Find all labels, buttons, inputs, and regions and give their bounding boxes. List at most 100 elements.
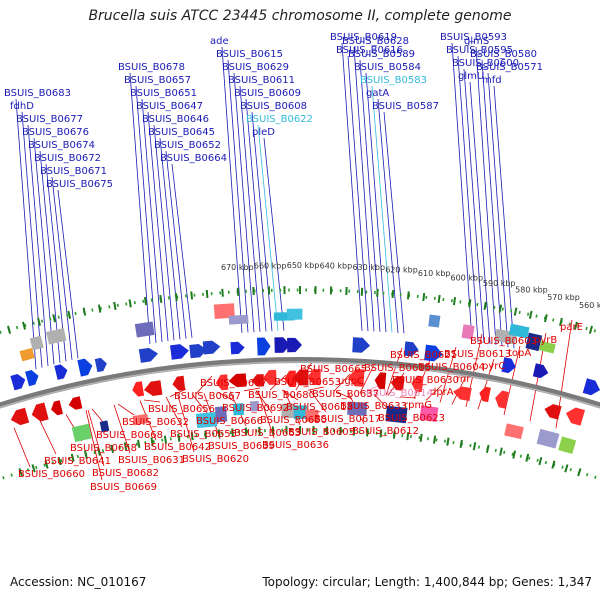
gene-feature-block: [525, 332, 543, 352]
gene-features: [10, 303, 600, 454]
leader-line: [227, 59, 249, 333]
reverse-gene-label: ugpC: [338, 376, 364, 387]
reverse-gene-arrow: [453, 386, 472, 401]
leader-line: [217, 391, 235, 402]
major-tick: [159, 294, 163, 304]
leader-line: [469, 81, 491, 344]
leader-line: [439, 346, 457, 403]
gene-feature-block: [286, 308, 303, 320]
major-tick: [70, 453, 75, 462]
forward-gene-label: BSUIS_B0584: [354, 62, 421, 73]
reverse-gene-arrow: [307, 369, 321, 386]
forward-gene-arrow: [189, 344, 208, 359]
topology-summary: Topology: circular; Length: 1,400,844 bp…: [262, 575, 592, 589]
leader-line: [269, 374, 287, 391]
leader-line: [333, 373, 351, 392]
reverse-gene-arrow: [374, 372, 387, 390]
forward-gene-labels: BSUIS_B0683 fdhD BSUIS_B0677 BSUIS_B0676 BSU…: [4, 32, 543, 190]
gene-feature-block: [213, 303, 235, 319]
forward-gene-label: BSUIS_B0677: [16, 114, 83, 125]
leader-line: [243, 387, 261, 392]
leader-line: [39, 150, 61, 363]
major-tick: [564, 464, 569, 473]
reverse-gene-label: BSUIS_B0667: [174, 391, 241, 402]
major-tick: [538, 456, 543, 466]
forward-gene-arrow: [424, 344, 443, 362]
leader-line: [359, 360, 377, 394]
major-tick: [177, 433, 181, 442]
major-tick: [217, 429, 221, 438]
reverse-gene-arrow: [144, 380, 163, 397]
reverse-gene-label: BSUIS_B0658: [70, 443, 137, 454]
reverse-gene-label: BSUIS_B0618: [286, 402, 353, 413]
leader-line: [15, 98, 37, 370]
leader-line: [87, 409, 105, 467]
forward-gene-label: BSUIS_B0619: [330, 32, 397, 43]
leader-line: [153, 124, 175, 341]
leader-line: [457, 55, 479, 343]
major-tick: [588, 325, 593, 334]
reverse-gene-label: pyrB: [534, 335, 557, 346]
chromosome-backbone: [0, 357, 600, 409]
reverse-gene-label: BSUIS_B0632: [122, 417, 189, 428]
leader-line: [221, 46, 243, 333]
leader-line: [147, 111, 169, 342]
gene-feature-block: [504, 423, 524, 440]
major-tick: [57, 456, 62, 466]
leader-line: [361, 385, 379, 394]
reverse-gene-label: BSUIS_B0663: [234, 428, 301, 439]
forward-gene-label: glmU: [458, 71, 484, 82]
major-tick: [551, 460, 556, 469]
reverse-gene-label: BSUIS_B0692: [222, 403, 289, 414]
gene-feature-block: [232, 403, 245, 416]
forward-gene-arrow: [532, 363, 549, 379]
major-tick: [392, 430, 396, 439]
major-tick: [174, 292, 178, 302]
forward-gene-arrow: [170, 344, 189, 360]
major-tick: [472, 442, 477, 451]
leader-line: [129, 72, 151, 344]
major-tick: [483, 301, 487, 311]
reverse-gene-label: BSUIS_B0666: [196, 416, 263, 427]
major-tick: [110, 444, 115, 453]
reverse-gene-arrow: [251, 374, 265, 387]
forward-gene-arrow: [352, 337, 371, 353]
leader-line: [143, 399, 161, 403]
forward-gene-arrow: [403, 341, 419, 357]
major-tick: [433, 435, 437, 444]
leader-line: [27, 124, 49, 367]
leader-line: [135, 85, 157, 343]
leader-line: [13, 427, 31, 468]
reverse-gene-label: BSUIS_B0655: [170, 429, 237, 440]
kbp-label: 670 kbp: [221, 263, 254, 272]
forward-gene-label: BSUIS_B0593: [440, 32, 507, 43]
forward-gene-label: BSUIS_B0678: [118, 62, 185, 73]
leader-line: [385, 347, 403, 396]
reverse-gene-label: BSUIS_B0633: [340, 401, 407, 412]
forward-gene-arrow: [77, 358, 93, 377]
reverse-gene-label: BSUIS_B0668: [96, 430, 163, 441]
kbp-label: 590 kbp: [483, 279, 516, 288]
reverse-gene-label: BSUIS_B0612: [352, 426, 419, 437]
major-tick: [97, 447, 101, 456]
major-tick: [512, 450, 517, 459]
leader-line: [165, 150, 187, 339]
reverse-gene-arrow: [215, 374, 229, 391]
reverse-gene-arrow: [263, 369, 277, 385]
major-tick: [82, 307, 87, 316]
kbp-label: 600 kbp: [450, 274, 483, 283]
major-tick: [150, 437, 154, 446]
major-tick: [113, 301, 117, 311]
forward-gene-label: ade: [210, 36, 229, 47]
leader-line: [309, 390, 327, 413]
leader-line: [353, 46, 375, 332]
forward-gene-arrow: [94, 357, 107, 373]
forward-gene-arrow: [274, 337, 291, 353]
reverse-gene-label: rnr: [456, 374, 471, 385]
forward-gene-arrow: [256, 337, 271, 356]
reverse-gene-label: BSUIS_B0656: [148, 404, 215, 415]
reverse-gene-label: BSUIS_B0665: [300, 364, 367, 375]
major-tick: [513, 307, 518, 316]
forward-gene-arrow: [54, 364, 68, 380]
